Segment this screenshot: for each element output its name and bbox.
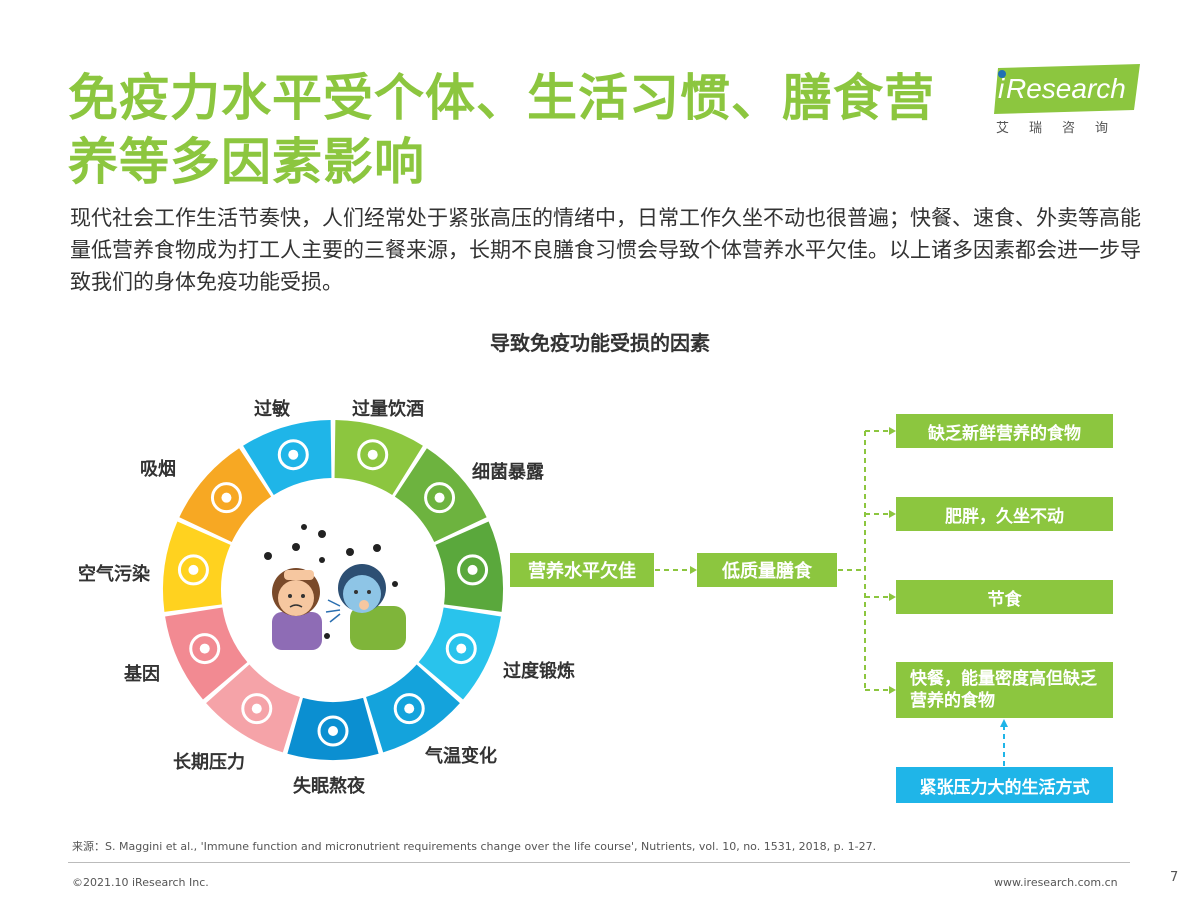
diagram-title: 导致免疫功能受损的因素 [490,331,710,355]
source-citation: 来源：S. Maggini et al., 'Immune function a… [72,840,877,853]
ring-segment [435,521,503,612]
ring-segment [179,448,272,543]
ring-segment [334,420,423,495]
logo-subtitle: 艾瑞咨询 [996,121,1129,136]
segment-label-allergy: 过敏 [254,399,290,420]
cause-box-fresh-food: 缺乏新鲜营养的食物 [896,414,1113,448]
cause-box-fast-food: 快餐，能量密度高但缺乏营养的食物 [896,662,1113,718]
ring-segment [165,607,248,700]
ring-segment [287,697,379,760]
footer-divider [68,862,1130,863]
cause-box-obesity: 肥胖，久坐不动 [896,497,1113,531]
cigarette-icon [210,482,242,514]
factory-icon [177,554,209,586]
segment-label-exercise: 过度锻炼 [503,661,575,682]
dna-icon [189,633,221,665]
cause-box-dieting: 节食 [896,580,1113,614]
svg-text:Research: Research [1006,73,1126,104]
heart-icon [241,693,273,725]
page-number: 7 [1170,870,1179,885]
segment-label-smoking: 吸烟 [140,459,176,480]
running-icon [445,633,477,665]
copyright: ©2021.10 iResearch Inc. [72,876,209,889]
sick-people-icon [264,524,406,650]
nutrition-box: 营养水平欠佳 [510,553,654,587]
segment-label-temperature: 气温变化 [425,746,497,767]
segment-label-stress: 长期压力 [173,752,245,773]
segment-label-air-pollution: 空气污染 [78,564,150,585]
page-title: 免疫力水平受个体、生活习惯、膳食营养等多因素影响 [68,69,935,191]
svg-text:i: i [998,73,1005,104]
website-link[interactable]: www.iresearch.com.cn [994,876,1118,889]
beer-icon [357,439,389,471]
ring-segment [163,521,231,612]
food-cloche-icon [457,554,489,586]
ring-segment [243,420,332,495]
segment-label-bacteria: 细菌暴露 [472,462,544,483]
allergy-icon [277,439,309,471]
intro-paragraph: 现代社会工作生活节奏快，人们经常处于紧张高压的情绪中，日常工作久坐不动也很普遍；… [70,206,1141,294]
low-quality-diet-box: 低质量膳食 [697,553,837,587]
segment-label-insomnia: 失眠熬夜 [293,776,365,797]
ring-segment [366,664,460,753]
moon-icon [317,715,349,747]
thermometer-icon [393,693,425,725]
ring-segment [206,664,300,753]
lifestyle-box: 紧张压力大的生活方式 [896,767,1113,803]
segment-label-gene: 基因 [124,664,160,685]
ring-segment [418,607,501,700]
bacteria-icon [424,482,456,514]
segment-label-alcohol: 过量饮酒 [352,399,424,420]
iresearch-logo: Research i [994,64,1140,114]
